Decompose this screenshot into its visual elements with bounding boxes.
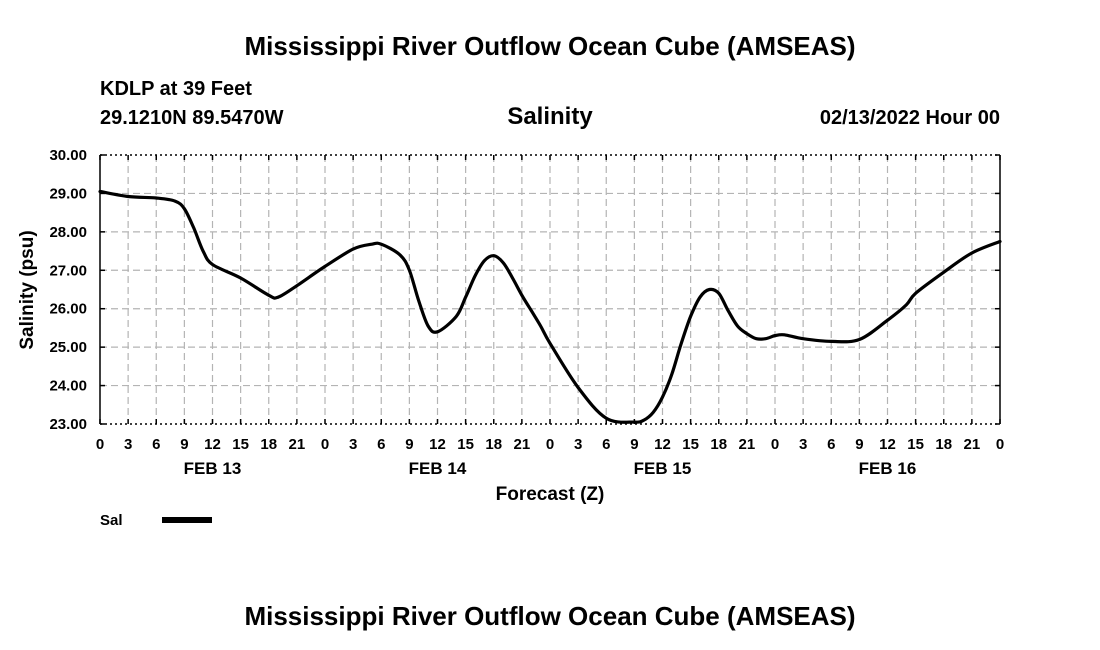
x-tick-label: 12 <box>654 436 671 453</box>
x-tick-label: 0 <box>321 436 329 453</box>
x-tick-label: 0 <box>996 436 1004 453</box>
day-label: FEB 14 <box>409 459 467 478</box>
x-tick-label: 3 <box>574 436 582 453</box>
x-axis: 0 3 6 9 12 15 18 21 0 3 6 9 12 15 18 21 0 3 6 9 12 15 18 21 0 3 6 9… <box>96 155 1004 453</box>
y-tick-label: 25.00 <box>49 339 87 356</box>
y-tick-label: 24.00 <box>49 378 87 395</box>
day-labels: FEB 13 FEB 14 FEB 15 FEB 16 <box>184 459 917 478</box>
x-tick-label: 18 <box>485 436 502 453</box>
x-tick-label: 6 <box>827 436 835 453</box>
x-tick-label: 12 <box>879 436 896 453</box>
x-tick-label: 21 <box>514 436 531 453</box>
forecast-datetime: 02/13/2022 Hour 00 <box>820 107 1000 129</box>
y-tick-label: 28.00 <box>49 224 87 241</box>
x-tick-label: 9 <box>855 436 863 453</box>
x-tick-label: 9 <box>180 436 188 453</box>
x-tick-label: 12 <box>429 436 446 453</box>
x-tick-label: 6 <box>152 436 160 453</box>
y-tick-label: 27.00 <box>49 262 87 279</box>
x-tick-label: 0 <box>96 436 104 453</box>
station-coords: 29.1210N 89.5470W <box>100 107 284 129</box>
station-label: KDLP at 39 Feet <box>100 78 252 100</box>
y-axis: 23.00 24.00 25.00 26.00 27.00 28.00 29.00 30.00 <box>49 147 1000 433</box>
day-label: FEB 13 <box>184 459 242 478</box>
day-label: FEB 15 <box>634 459 692 478</box>
x-tick-label: 0 <box>771 436 779 453</box>
x-tick-label: 9 <box>630 436 638 453</box>
x-tick-label: 0 <box>546 436 554 453</box>
y-tick-label: 23.00 <box>49 416 87 433</box>
series-line-sal <box>98 189 1002 424</box>
legend-label: Sal <box>100 512 123 529</box>
y-tick-label: 29.00 <box>49 185 87 202</box>
x-tick-label: 21 <box>289 436 306 453</box>
x-tick-label: 21 <box>964 436 981 453</box>
parameter-title: Salinity <box>507 103 593 130</box>
x-tick-label: 9 <box>405 436 413 453</box>
x-tick-label: 15 <box>907 436 924 453</box>
y-tick-label: 26.00 <box>49 301 87 318</box>
x-tick-label: 12 <box>204 436 221 453</box>
footer-title: Mississippi River Outflow Ocean Cube (AM… <box>244 601 855 631</box>
x-tick-label: 18 <box>935 436 952 453</box>
series-layer <box>98 189 1002 424</box>
x-axis-label: Forecast (Z) <box>496 484 605 505</box>
y-axis-label: Salinity (psu) <box>17 230 38 349</box>
day-label: FEB 16 <box>859 459 917 478</box>
grid-layer <box>100 155 1000 424</box>
x-tick-label: 3 <box>349 436 357 453</box>
x-tick-label: 18 <box>710 436 727 453</box>
x-tick-label: 21 <box>739 436 756 453</box>
x-tick-label: 6 <box>602 436 610 453</box>
x-tick-label: 15 <box>682 436 699 453</box>
x-tick-label: 15 <box>457 436 474 453</box>
x-tick-label: 15 <box>232 436 249 453</box>
legend-swatch <box>162 517 212 523</box>
x-tick-label: 18 <box>260 436 277 453</box>
x-tick-label: 3 <box>124 436 132 453</box>
legend: Sal <box>100 512 212 529</box>
chart-title: Mississippi River Outflow Ocean Cube (AM… <box>244 31 855 61</box>
x-tick-label: 6 <box>377 436 385 453</box>
y-tick-label: 30.00 <box>49 147 87 164</box>
x-tick-label: 3 <box>799 436 807 453</box>
